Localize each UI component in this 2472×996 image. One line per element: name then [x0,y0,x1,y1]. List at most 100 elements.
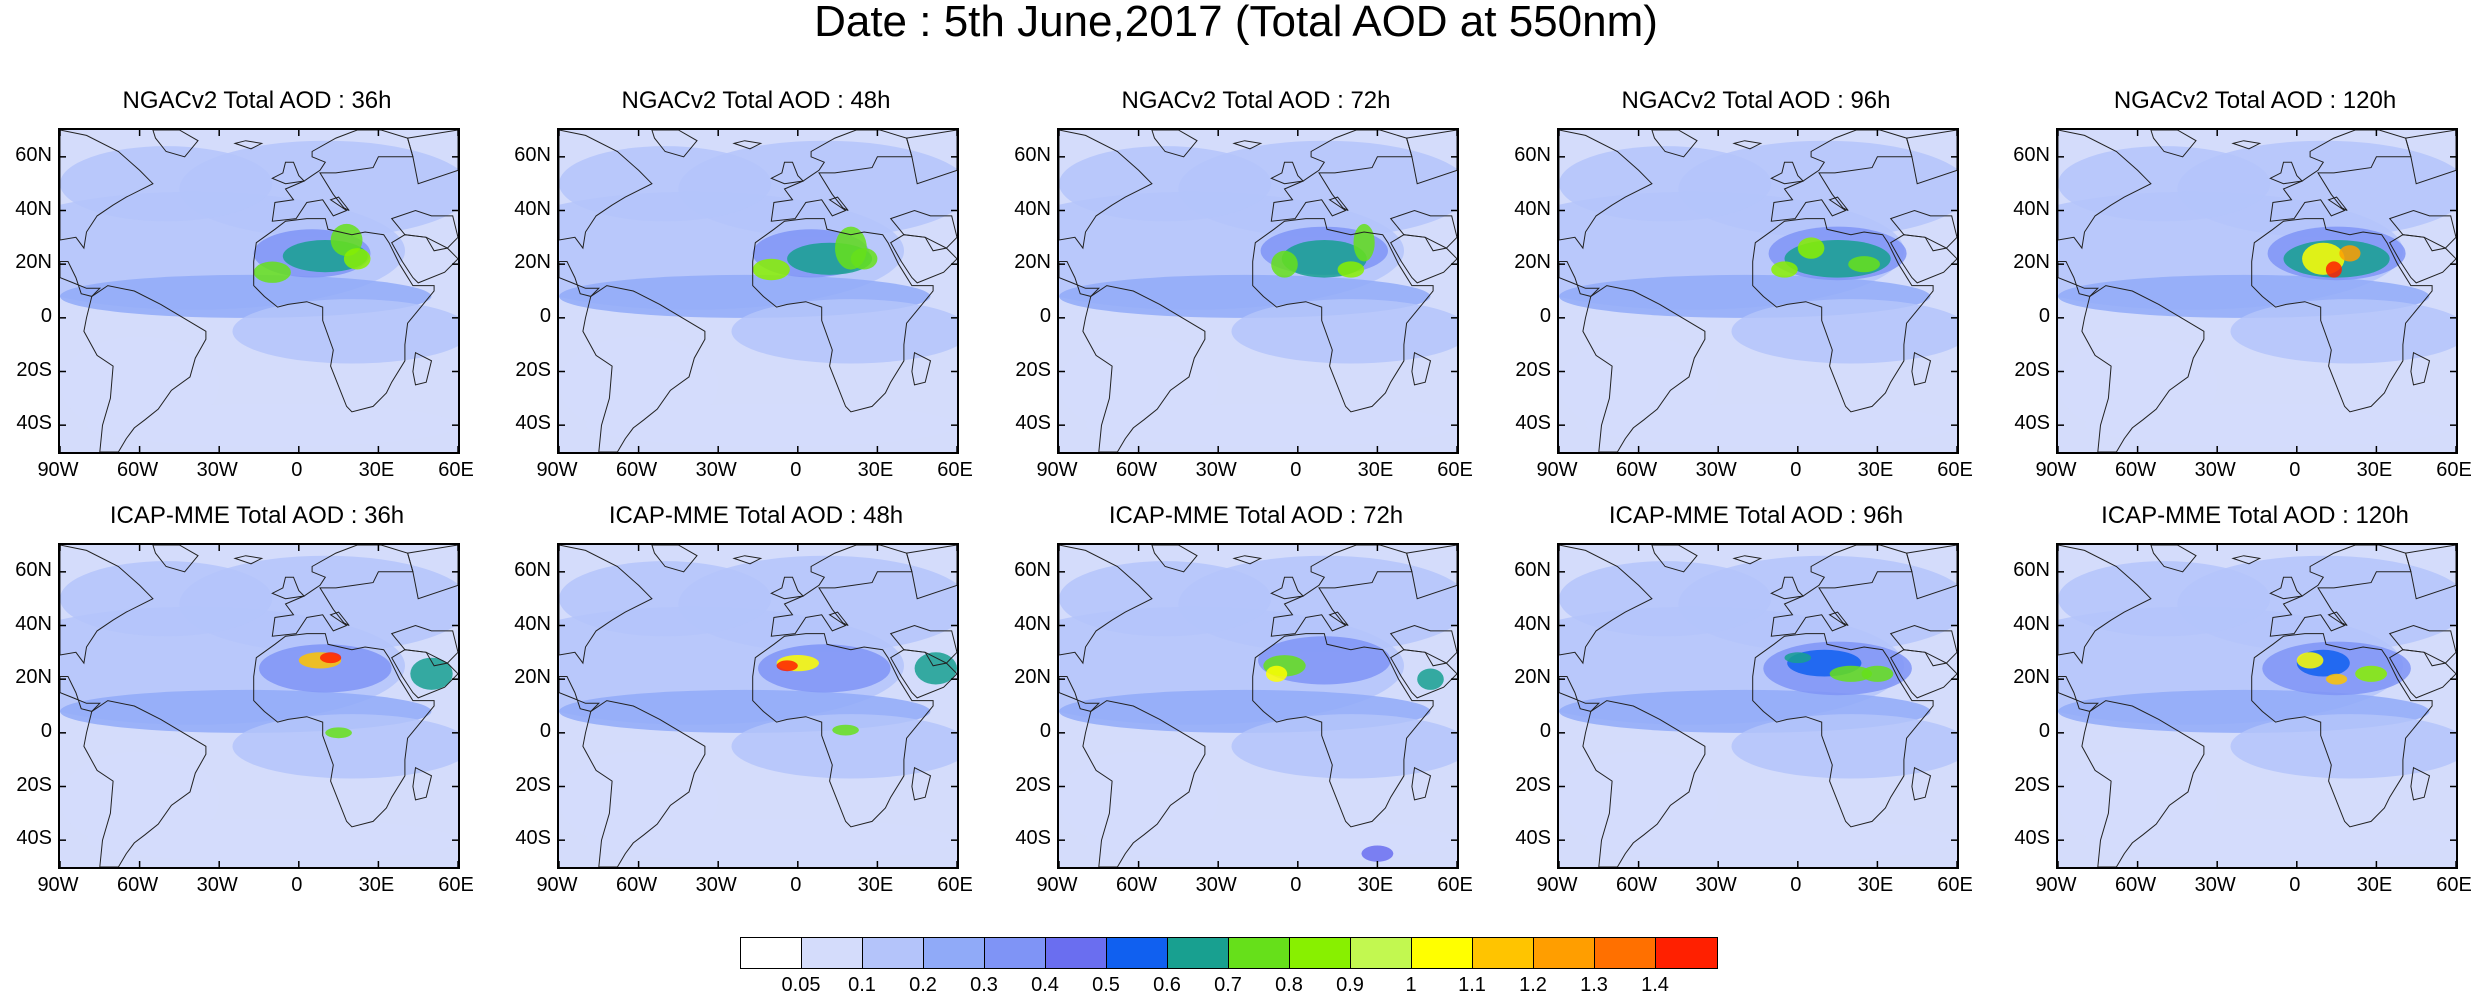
latitude-label: 60N [1014,558,1051,581]
longitude-label: 30E [1357,459,1394,481]
longitude-label: 0 [1290,874,1302,896]
aod-map [58,543,460,869]
colorbar-swatch [1168,938,1229,968]
latitude-label: 40N [2013,612,2050,635]
map-svg [1059,130,1457,452]
map-panel: NGACv2 Total AOD : 72h 60N 40N 20N 0 20S 40S 90… [999,87,1473,488]
longitude-label: 60E [2436,459,2472,481]
colorbar-swatch [1351,938,1412,968]
colorbar-label: 0.3 [970,974,998,996]
colorbar-label: 1 [1405,974,1417,996]
longitude-label: 60E [937,459,973,481]
panel-title: ICAP-MME Total AOD : 96h [1608,502,1904,529]
longitude-label: 90W [1036,459,1078,481]
longitude-label: 60E [438,874,474,896]
aod-map [557,128,959,454]
longitude-label: 60W [616,874,658,896]
latitude-label: 40S [16,412,52,435]
panel-title: ICAP-MME Total AOD : 36h [109,502,405,529]
map-svg [559,130,957,452]
map-panel: ICAP-MME Total AOD : 72h 60N 40N 20N 0 20S 40S… [999,503,1473,903]
latitude-label: 40N [1514,612,1551,635]
latitude-label: 20N [1514,666,1551,689]
colorbar-label: 1.1 [1458,974,1486,996]
longitude-label: 60W [1616,874,1658,896]
figure-title: Date : 5th June,2017 (Total AOD at 550nm… [814,0,1658,46]
longitude-label: 60E [1437,459,1473,481]
longitude-label: 30W [1695,459,1737,481]
colorbar-swatch [741,938,802,968]
latitude-label: 40N [514,197,551,220]
latitude-label: 20N [2013,251,2050,274]
colorbar-label: 0.5 [1092,974,1120,996]
latitude-label: 40S [515,412,551,435]
aod-map [2056,128,2458,454]
panel-title: ICAP-MME Total AOD : 48h [608,502,904,529]
panel-title: NGACv2 Total AOD : 72h [1121,87,1391,114]
map-panel: ICAP-MME Total AOD : 96h 60N 40N 20N 0 20S 40S… [1499,502,1973,903]
colorbar-swatch [1046,938,1107,968]
map-panel: ICAP-MME Total AOD : 48h 60N 40N 20N 0 20S 40S… [499,502,973,903]
longitude-label: 60E [937,874,973,896]
longitude-label: 90W [1536,459,1578,481]
colorbar [740,937,1718,969]
latitude-label: 0 [539,304,551,327]
latitude-label: 60N [1514,143,1551,166]
latitude-label: 20S [1015,773,1051,796]
colorbar-label: 1.2 [1519,974,1547,996]
latitude-label: 40S [1015,827,1051,850]
map-svg [2058,130,2456,452]
latitude-label: 20S [515,773,551,796]
latitude-label: 40S [1515,412,1551,435]
longitude-label: 30W [2194,874,2236,896]
longitude-label: 60W [1116,459,1158,481]
latitude-label: 0 [40,304,52,327]
colorbar-label: 0.6 [1153,974,1181,996]
longitude-label: 30W [1695,874,1737,896]
latitude-label: 40S [16,827,52,850]
colorbar-swatch [1534,938,1595,968]
map-svg [1559,545,1957,867]
map-panel: ICAP-MME Total AOD : 36h 60N 40N 20N 0 20S 40S… [0,502,474,903]
latitude-label: 40S [2014,827,2050,850]
latitude-label: 20S [515,358,551,381]
latitude-label: 0 [539,719,551,742]
latitude-label: 60N [1514,558,1551,581]
latitude-label: 0 [1039,719,1051,742]
colorbar-label: 0.1 [848,974,876,996]
latitude-label: 40S [2014,412,2050,435]
longitude-label: 30E [2356,459,2393,481]
latitude-label: 40N [1014,612,1051,635]
map-svg [60,130,458,452]
latitude-label: 20N [15,251,52,274]
colorbar-swatch [985,938,1046,968]
longitude-label: 60E [438,459,474,481]
colorbar-label: 1.4 [1641,974,1669,996]
latitude-label: 60N [514,143,551,166]
latitude-label: 40N [514,612,551,635]
latitude-label: 20N [15,666,52,689]
latitude-label: 20S [16,358,52,381]
latitude-label: 20N [2013,666,2050,689]
longitude-label: 30W [1195,459,1237,481]
longitude-label: 60E [1937,459,1973,481]
aod-map [557,543,959,869]
aod-map [58,128,460,454]
longitude-label: 90W [37,459,79,481]
colorbar-swatch [802,938,863,968]
panel-title: NGACv2 Total AOD : 120h [2113,87,2397,114]
panel-title: NGACv2 Total AOD : 96h [1621,87,1891,114]
latitude-label: 20N [1014,666,1051,689]
aod-map [1557,128,1959,454]
longitude-label: 30W [695,874,737,896]
longitude-label: 0 [291,459,303,481]
longitude-label: 0 [1790,459,1802,481]
longitude-label: 30E [1857,459,1894,481]
map-panel: NGACv2 Total AOD : 48h 60N 40N 20N 0 20S 40S 90… [499,88,973,488]
latitude-label: 60N [15,143,52,166]
longitude-label: 90W [536,459,578,481]
map-panel: NGACv2 Total AOD : 96h 60N 40N 20N 0 20S 40S 90… [1499,87,1973,488]
latitude-label: 40S [1015,412,1051,435]
longitude-label: 60W [1116,874,1158,896]
colorbar-swatch [1412,938,1473,968]
